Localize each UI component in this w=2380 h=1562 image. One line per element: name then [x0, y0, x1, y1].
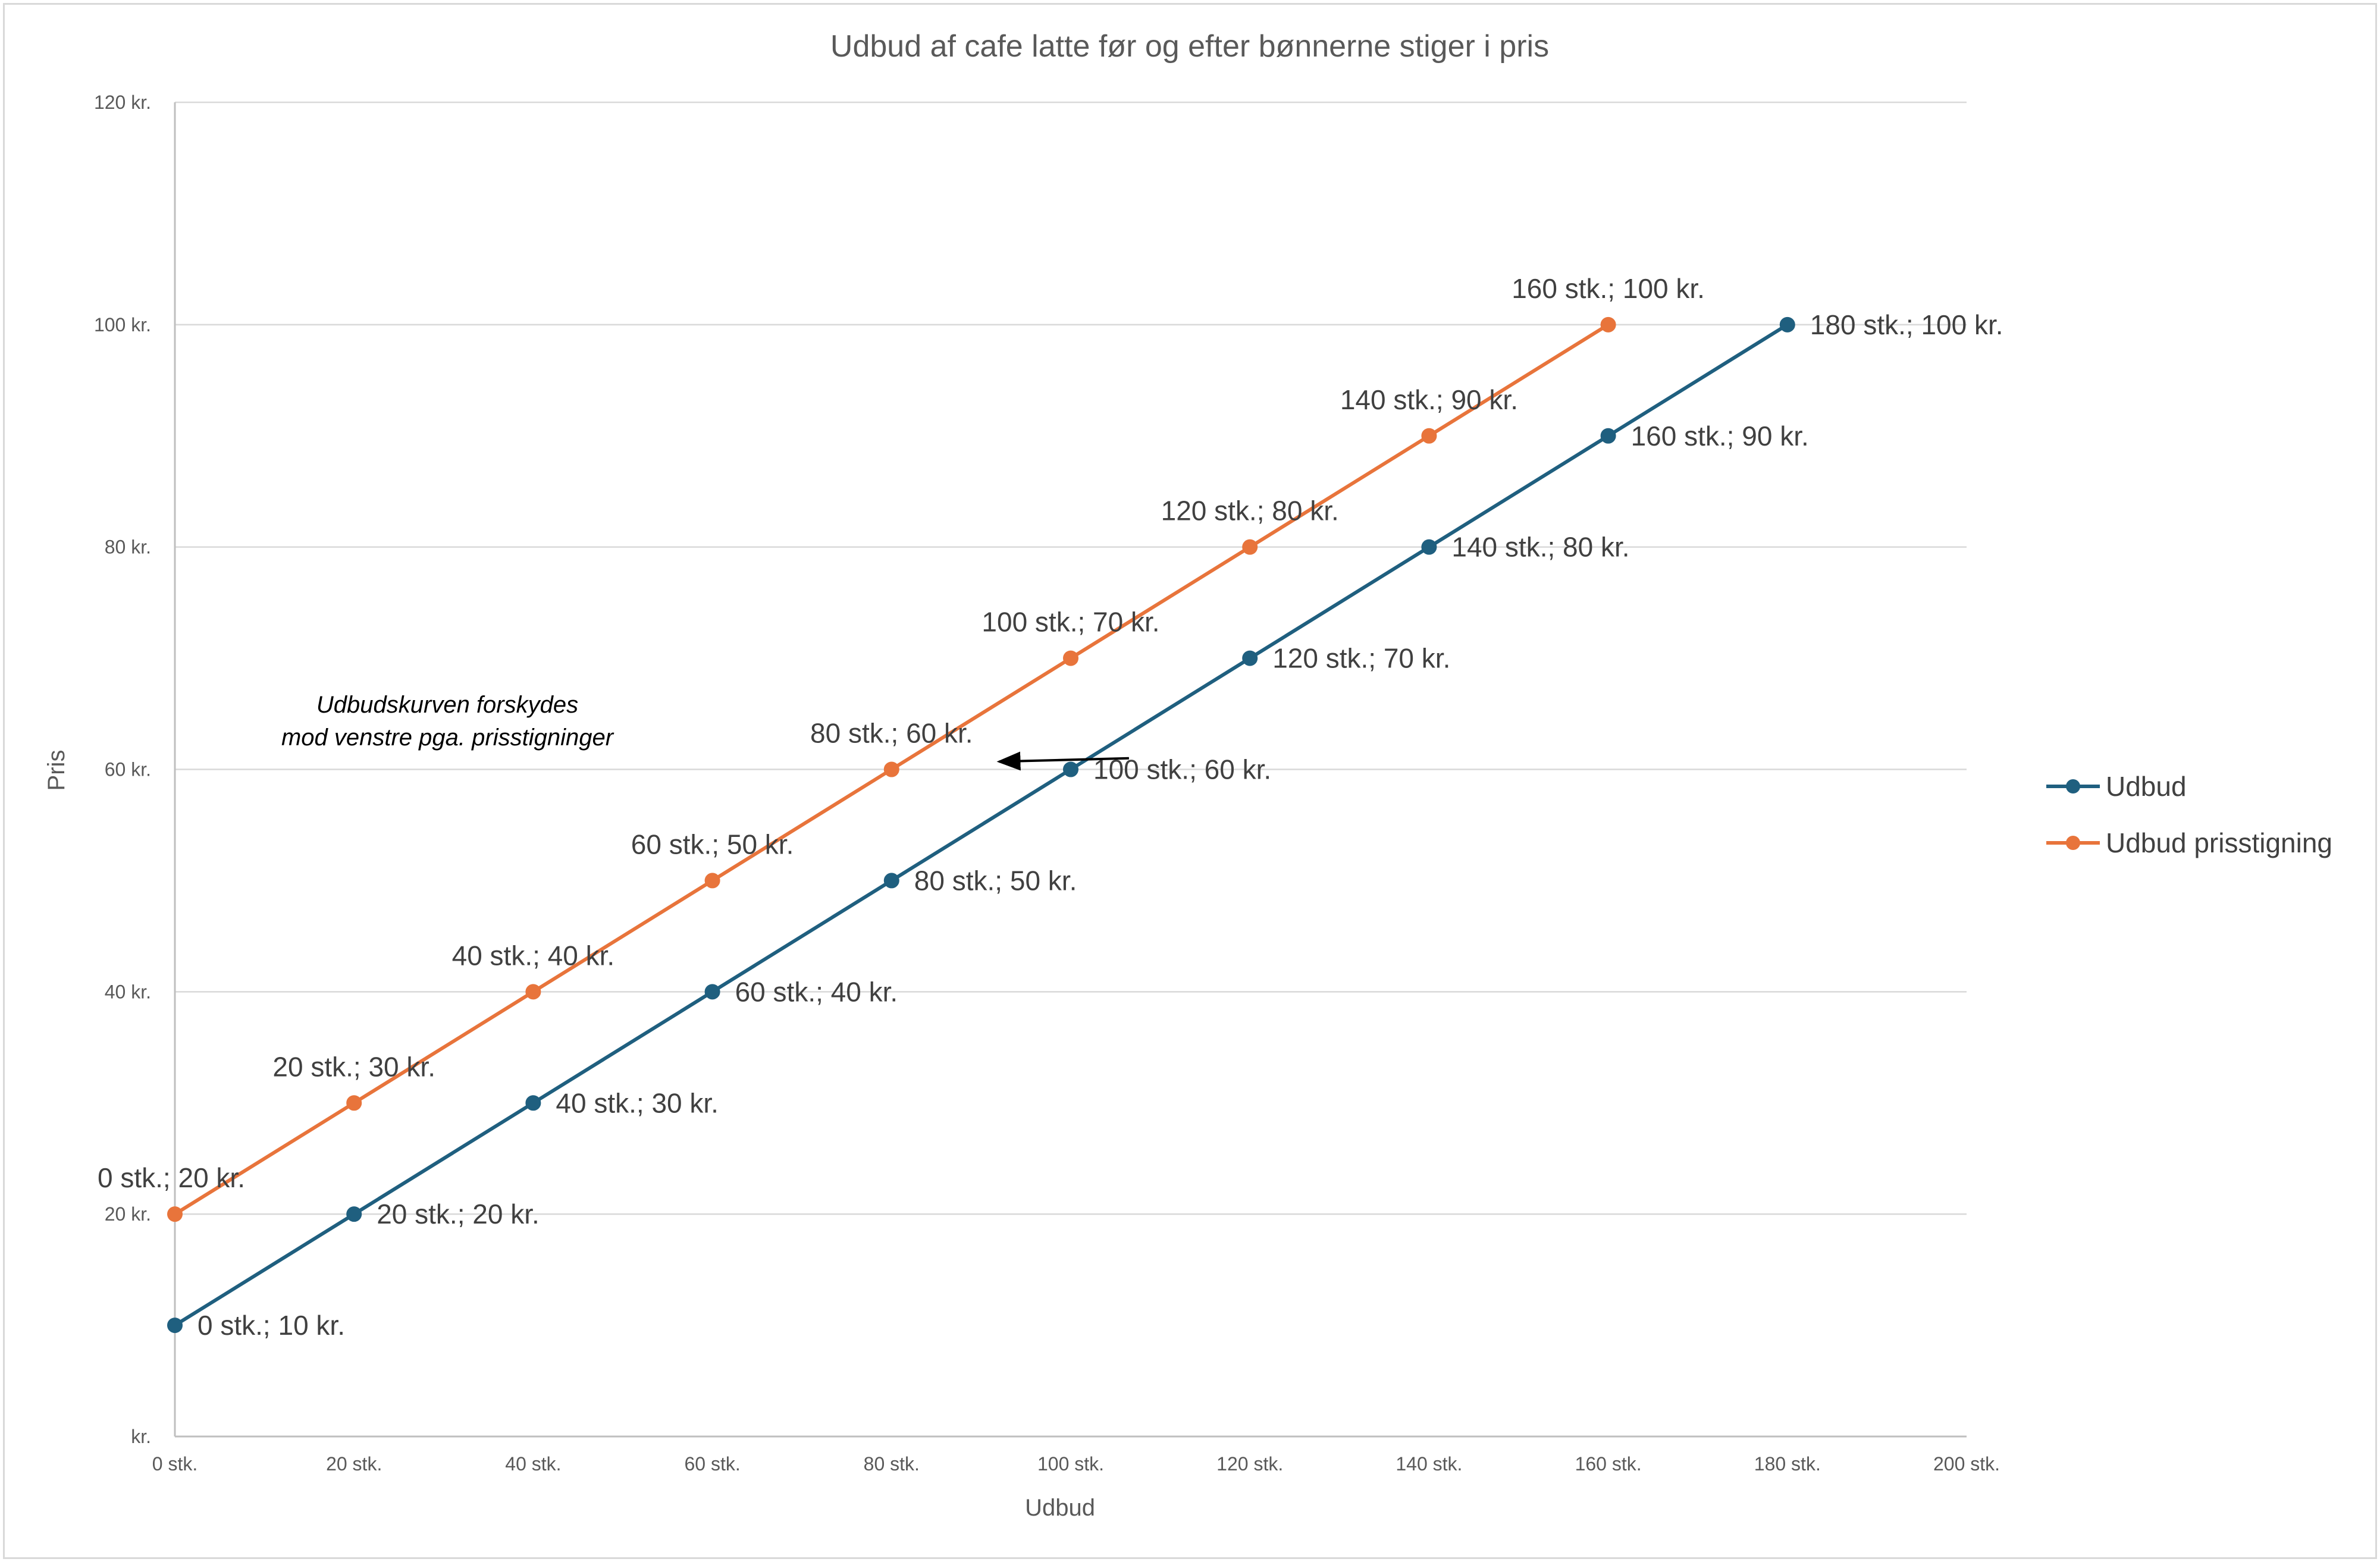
data-label: 140 stk.; 80 kr. — [1451, 532, 1629, 563]
data-label: 0 stk.; 10 kr. — [197, 1310, 345, 1341]
legend-label: Udbud prisstigning — [2106, 827, 2332, 858]
data-label: 80 stk.; 50 kr. — [914, 865, 1077, 896]
chart-frame — [3, 3, 2377, 1559]
x-tick-label: 20 stk. — [326, 1453, 382, 1475]
y-tick-label: 60 kr. — [105, 759, 151, 780]
y-axis-title: Pris — [43, 750, 70, 791]
data-label: 80 stk.; 60 kr. — [810, 718, 973, 749]
x-tick-label: 120 stk. — [1216, 1453, 1283, 1475]
data-label: 120 stk.; 70 kr. — [1272, 643, 1450, 674]
x-tick-label: 0 stk. — [152, 1453, 197, 1475]
data-point — [704, 873, 720, 889]
legend-marker — [2066, 779, 2080, 793]
data-point — [1242, 539, 1258, 555]
series-line-1 — [174, 323, 1789, 1327]
data-label: 40 stk.; 40 kr. — [452, 940, 615, 971]
y-tick-label: 40 kr. — [105, 981, 151, 1002]
data-point — [167, 1318, 183, 1334]
annotation-arrow — [996, 751, 1129, 771]
y-tick-label: 120 kr. — [94, 92, 151, 113]
data-label: 20 stk.; 30 kr. — [272, 1051, 435, 1082]
x-tick-label: 60 stk. — [684, 1453, 740, 1475]
data-point — [704, 984, 720, 1000]
data-point — [1600, 428, 1616, 444]
series-layer — [167, 316, 1795, 1334]
data-label: 40 stk.; 30 kr. — [556, 1087, 719, 1118]
y-tick-label: 20 kr. — [105, 1203, 151, 1225]
data-label: 100 stk.; 70 kr. — [982, 607, 1159, 638]
x-axis-ticks: 0 stk. 20 stk. 40 stk. 60 stk. 80 stk. 100 st… — [152, 1453, 2000, 1475]
data-point — [1421, 539, 1437, 555]
data-label: 160 stk.; 90 kr. — [1631, 421, 1809, 451]
data-point — [1242, 650, 1258, 666]
x-tick-label: 160 stk. — [1575, 1453, 1642, 1475]
data-point — [346, 1095, 362, 1111]
legend-label: Udbud — [2106, 771, 2187, 802]
annotation-text: Udbudskurven forskydes — [316, 692, 578, 718]
legend: Udbud Udbud prisstigning — [2046, 771, 2332, 858]
legend-marker — [2066, 836, 2080, 850]
data-label: 60 stk.; 40 kr. — [735, 976, 898, 1007]
x-tick-label: 180 stk. — [1754, 1453, 1821, 1475]
y-tick-label: kr. — [131, 1426, 151, 1447]
x-tick-label: 80 stk. — [864, 1453, 920, 1475]
annotation-layer: Udbudskurven forskydes mod venstre pga. p… — [281, 692, 1129, 771]
y-tick-label: 100 kr. — [94, 314, 151, 335]
data-label: 0 stk.; 20 kr. — [98, 1162, 245, 1193]
data-point — [167, 1206, 183, 1222]
data-label: 60 stk.; 50 kr. — [631, 829, 794, 860]
data-point — [346, 1206, 362, 1222]
data-label: 20 stk.; 20 kr. — [377, 1199, 540, 1229]
data-point — [883, 761, 899, 777]
y-axis-ticks: kr. 20 kr. 40 kr. 60 kr. 80 kr. 100 kr. 120 kr… — [94, 92, 151, 1447]
x-tick-label: 40 stk. — [505, 1453, 561, 1475]
data-label: 120 stk.; 80 kr. — [1161, 495, 1339, 526]
data-point — [1600, 316, 1616, 333]
data-label: 160 stk.; 100 kr. — [1512, 273, 1705, 304]
x-tick-label: 140 stk. — [1396, 1453, 1462, 1475]
data-label: 180 stk.; 100 kr. — [1810, 309, 2003, 340]
data-label: 140 stk.; 90 kr. — [1340, 384, 1518, 415]
data-point — [1421, 428, 1437, 444]
data-point — [1063, 761, 1078, 777]
annotation-text: mod venstre pga. prisstigninger — [281, 724, 614, 751]
x-tick-label: 100 stk. — [1037, 1453, 1104, 1475]
data-point — [883, 873, 899, 889]
chart-title: Udbud af cafe latte før og efter bønnern… — [830, 29, 1549, 64]
data-point — [1779, 316, 1795, 333]
y-tick-label: 80 kr. — [105, 537, 151, 558]
x-axis-title: Udbud — [1025, 1495, 1095, 1521]
x-tick-label: 200 stk. — [1933, 1453, 2000, 1475]
data-point — [1063, 650, 1078, 666]
data-point — [525, 984, 541, 1000]
data-labels-layer: 0 stk.; 10 kr. 20 stk.; 20 kr. 40 stk.; 30… — [98, 273, 2003, 1341]
data-point — [525, 1095, 541, 1111]
